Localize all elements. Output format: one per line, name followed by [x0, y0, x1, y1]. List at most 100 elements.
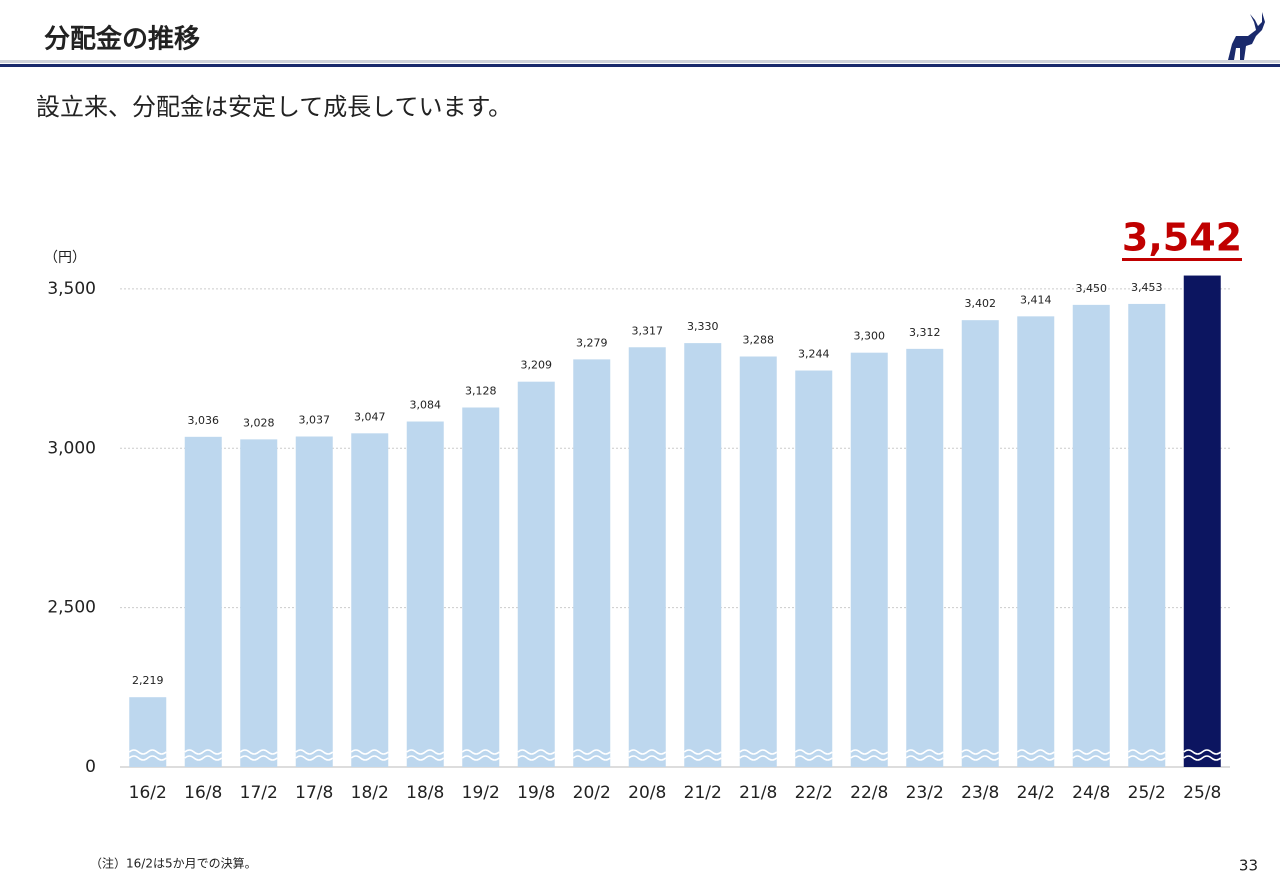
value-label: 3,209 [521, 359, 553, 372]
value-label: 3,037 [299, 413, 331, 426]
bar [573, 359, 611, 767]
bar [1128, 303, 1166, 767]
x-tick-label: 16/8 [184, 783, 222, 803]
bar [628, 347, 666, 767]
bar [240, 439, 278, 767]
value-label: 3,402 [965, 297, 997, 310]
x-tick-label: 24/2 [1017, 783, 1055, 803]
value-label: 3,028 [243, 416, 275, 429]
break-wave [850, 755, 889, 761]
bar [1183, 275, 1221, 767]
break-wave [628, 755, 667, 761]
header-line-light [0, 60, 1280, 63]
break-wave [350, 749, 389, 755]
value-label: 3,300 [854, 330, 886, 343]
value-label: 2,219 [132, 674, 164, 687]
bar [295, 436, 333, 767]
break-wave [572, 749, 611, 755]
y-tick-label: 0 [85, 757, 96, 777]
x-tick-label: 24/8 [1072, 783, 1110, 803]
break-wave [239, 749, 278, 755]
break-wave [1072, 755, 1111, 761]
break-wave [1127, 755, 1166, 761]
x-tick-label: 22/2 [795, 783, 833, 803]
value-label: 3,279 [576, 336, 608, 349]
value-label: 3,450 [1076, 282, 1108, 295]
bar [906, 348, 944, 767]
x-tick-label: 21/8 [739, 783, 777, 803]
bar [462, 407, 500, 767]
y-tick-label: 3,000 [47, 438, 96, 458]
break-wave [239, 755, 278, 761]
x-tick-label: 17/8 [295, 783, 333, 803]
bar [129, 697, 167, 767]
break-wave [128, 749, 167, 755]
x-tick-label: 19/8 [517, 783, 555, 803]
break-wave [1072, 749, 1111, 755]
break-wave [961, 749, 1000, 755]
break-wave [794, 755, 833, 761]
break-wave [295, 755, 334, 761]
x-tick-label: 22/8 [850, 783, 888, 803]
break-wave [128, 755, 167, 761]
value-label: 3,453 [1131, 281, 1163, 294]
subtitle: 設立来、分配金は安定して成長しています。 [36, 93, 512, 121]
x-tick-label: 25/2 [1128, 783, 1166, 803]
x-tick-label: 16/2 [129, 783, 167, 803]
bar [961, 320, 999, 767]
bar [684, 343, 722, 767]
value-label: 3,288 [743, 334, 775, 347]
break-wave [905, 749, 944, 755]
break-wave [739, 749, 778, 755]
value-label: 3,047 [354, 410, 386, 423]
value-label: 3,128 [465, 384, 497, 397]
break-wave [850, 749, 889, 755]
value-label: 3,084 [410, 399, 442, 412]
break-wave [794, 749, 833, 755]
break-wave [517, 749, 556, 755]
bar [850, 352, 888, 767]
header-line [0, 64, 1280, 67]
break-wave [683, 755, 722, 761]
break-wave [1183, 749, 1222, 755]
break-wave [628, 749, 667, 755]
bar [351, 433, 389, 767]
slide-title: 分配金の推移 [44, 24, 200, 55]
break-wave [461, 749, 500, 755]
x-tick-label: 20/2 [573, 783, 611, 803]
break-wave [184, 749, 223, 755]
break-wave [406, 755, 445, 761]
break-wave [517, 755, 556, 761]
break-wave [572, 755, 611, 761]
bar [1017, 316, 1055, 767]
highlight-underline [1122, 258, 1242, 261]
x-tick-label: 23/2 [906, 783, 944, 803]
bar [184, 436, 222, 767]
bar [1072, 304, 1110, 767]
highlight-value-label: 3,542 [1122, 216, 1242, 260]
y-unit: （円） [44, 250, 86, 266]
break-wave [461, 755, 500, 761]
x-tick-label: 23/8 [961, 783, 999, 803]
logo [1228, 12, 1265, 60]
break-wave [905, 755, 944, 761]
y-tick-label: 2,500 [47, 598, 96, 618]
break-wave [739, 755, 778, 761]
x-tick-label: 19/2 [462, 783, 500, 803]
y-tick-label: 3,500 [47, 279, 96, 299]
page-number: 33 [1239, 857, 1258, 875]
value-label: 3,244 [798, 348, 830, 361]
bar [739, 356, 777, 767]
break-wave [1016, 755, 1055, 761]
x-tick-label: 18/2 [351, 783, 389, 803]
value-label: 3,312 [909, 326, 941, 339]
value-label: 3,330 [687, 320, 719, 333]
value-label: 3,317 [632, 324, 664, 337]
break-wave [683, 749, 722, 755]
x-tick-label: 21/2 [684, 783, 722, 803]
break-wave [295, 749, 334, 755]
value-label: 3,036 [188, 414, 220, 427]
break-wave [184, 755, 223, 761]
x-tick-label: 25/8 [1183, 783, 1221, 803]
